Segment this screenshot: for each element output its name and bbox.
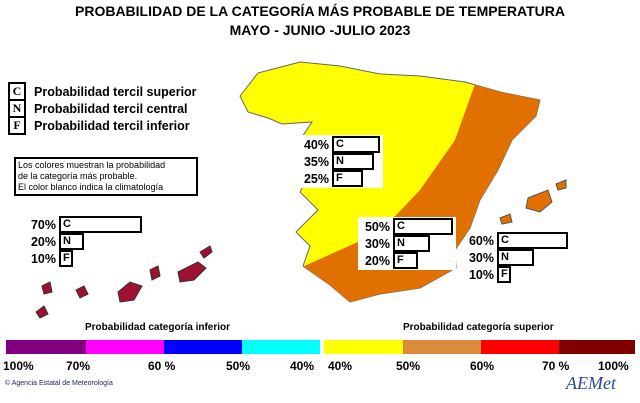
legend-label: Probabilidad tercil inferior	[34, 118, 190, 133]
scale-swatch-superior	[324, 340, 403, 354]
region-peninsula-este: 50% C 30% N 20% F	[358, 217, 456, 270]
scale-label: 100%	[3, 359, 34, 373]
prob-bar: N	[332, 153, 375, 170]
scale-swatch-inferior	[86, 340, 164, 354]
scale-swatch-inferior	[6, 340, 86, 354]
prob-bar: F	[332, 170, 363, 187]
prob-percent: 40%	[303, 137, 329, 152]
prob-row: 50% C	[358, 218, 453, 235]
prob-percent: 25%	[303, 171, 329, 186]
scale-label: 50%	[226, 359, 251, 373]
prob-row: 10% F	[462, 266, 568, 283]
scale-label: 50%	[396, 359, 421, 373]
legend-label: Probabilidad tercil superior	[34, 84, 197, 99]
prob-bar: C	[393, 218, 453, 235]
prob-percent: 35%	[303, 154, 329, 169]
prob-row: 35% N	[297, 153, 380, 170]
note-line: de la categoría más probable.	[18, 171, 138, 181]
prob-percent: 10%	[468, 267, 494, 282]
legend-item-inferior: F Probabilidad tercil inferior	[8, 116, 190, 135]
prob-bar: N	[497, 249, 534, 266]
scale-label: 60%	[470, 359, 495, 373]
scale-label: 70 %	[542, 359, 570, 373]
prob-row: 70% C	[24, 216, 142, 233]
scale-label: 100%	[598, 359, 629, 373]
prob-percent: 20%	[30, 234, 56, 249]
canary-islands	[35, 245, 213, 319]
prob-percent: 50%	[364, 219, 390, 234]
prob-bar: F	[59, 250, 73, 267]
scale-inferior-title: Probabilidad categoría inferior	[85, 322, 231, 333]
prob-bar: C	[332, 136, 380, 153]
prob-row: 30% N	[462, 249, 568, 266]
prob-percent: 70%	[30, 217, 56, 232]
legend-item-central: N Probabilidad tercil central	[8, 99, 188, 118]
scale-swatch-inferior	[164, 340, 242, 354]
prob-bar: F	[393, 252, 418, 269]
note-line: El color blanco indica la climatología	[18, 182, 164, 192]
scale-label: 40%	[328, 359, 353, 373]
note-line: Los colores muestran la probabilidad	[18, 160, 166, 170]
footer-credit: © Agencia Estatal de Meteorología	[5, 380, 113, 387]
prob-row: 30% N	[358, 235, 453, 252]
prob-bar: F	[497, 266, 511, 283]
prob-bar: C	[59, 216, 142, 233]
map-subtitle: MAYO - JUNIO -JULIO 2023	[229, 22, 411, 38]
prob-bar: C	[497, 232, 568, 249]
baleares-islands	[499, 179, 567, 225]
legend-letter: F	[8, 116, 26, 135]
legend-label: Probabilidad tercil central	[34, 101, 188, 116]
prob-row: 20% F	[358, 252, 453, 269]
scale-label: 40%	[290, 359, 315, 373]
region-canarias: 70% C 20% N 10% F	[24, 216, 142, 267]
prob-percent: 60%	[468, 233, 494, 248]
prob-percent: 30%	[468, 250, 494, 265]
scale-swatch-inferior	[242, 340, 320, 354]
info-note: Los colores muestran la probabilidad de …	[14, 157, 198, 196]
scale-superior-title: Probabilidad categoría superior	[403, 322, 554, 333]
prob-row: 10% F	[24, 250, 142, 267]
prob-bar: N	[393, 235, 430, 252]
prob-row: 60% C	[462, 232, 568, 249]
aemet-logo: AEMet	[566, 373, 616, 393]
region-baleares: 60% C 30% N 10% F	[462, 232, 568, 283]
prob-row: 20% N	[24, 233, 142, 250]
region-peninsula-oeste: 40% C 35% N 25% F	[297, 135, 383, 188]
scale-swatch-superior	[403, 340, 481, 354]
footer-text: Agencia Estatal de Meteorología	[11, 380, 113, 387]
scale-swatch-superior	[559, 340, 635, 354]
prob-percent: 10%	[30, 251, 56, 266]
prob-row: 25% F	[297, 170, 380, 187]
prob-row: 40% C	[297, 136, 380, 153]
prob-percent: 30%	[364, 236, 390, 251]
scale-label: 70%	[66, 359, 91, 373]
scale-swatch-superior	[481, 340, 559, 354]
prob-percent: 20%	[364, 253, 390, 268]
prob-bar: N	[59, 233, 84, 250]
map-title: PROBABILIDAD DE LA CATEGORÍA MÁS PROBABL…	[75, 3, 565, 19]
scale-label: 60 %	[148, 359, 176, 373]
